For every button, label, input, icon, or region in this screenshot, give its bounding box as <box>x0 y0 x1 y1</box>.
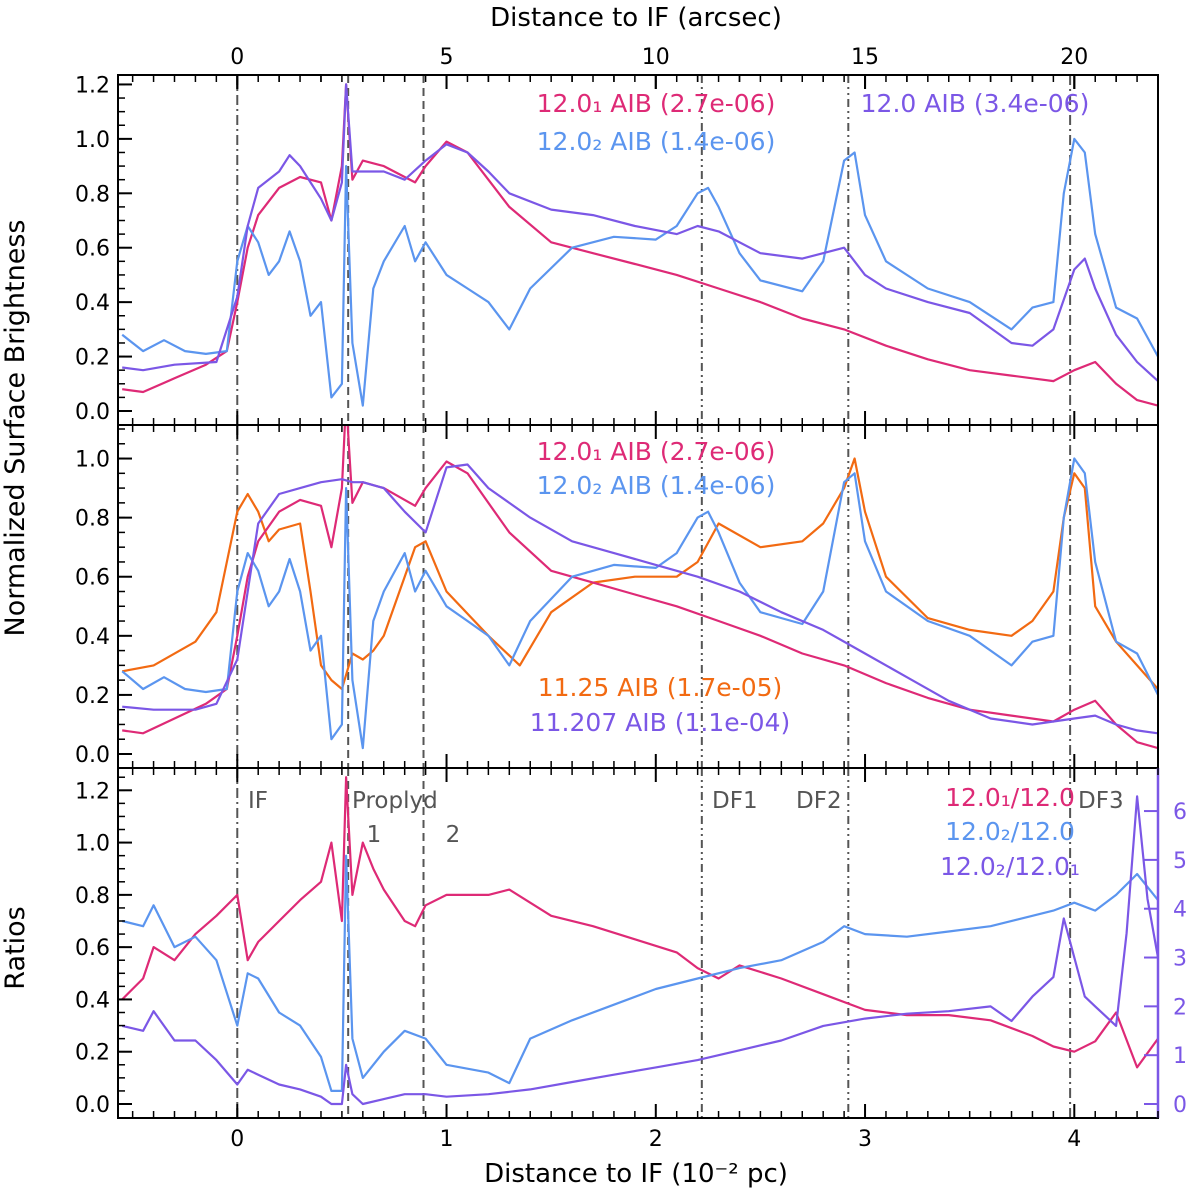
right-axis-tick-label: 3 <box>1173 947 1187 972</box>
y-tick-label: 0.4 <box>75 988 110 1013</box>
marker-label: 2 <box>446 822 461 848</box>
panel-bottom <box>121 768 1158 1118</box>
y-tick-label: 0.6 <box>75 566 110 591</box>
right-axis-tick-label: 1 <box>1173 1044 1187 1069</box>
x-tick-label: 2 <box>649 1127 663 1152</box>
y-tick-label: 0.4 <box>75 625 110 650</box>
y-tick-label: 0.2 <box>75 1041 110 1066</box>
top-x-tick-label: 0 <box>230 45 244 70</box>
series-line-12.0-AIB <box>121 137 1158 407</box>
panel-top <box>121 75 1158 425</box>
y-tick-label: 0.6 <box>75 237 110 262</box>
x-tick-label: 1 <box>440 1127 454 1152</box>
y-tick-label: 0.0 <box>75 1093 110 1118</box>
plot-panels <box>121 75 1158 1118</box>
top-axis-title: Distance to IF (arcsec) <box>490 3 782 33</box>
bottom-axis-title: Distance to IF (10⁻² pc) <box>484 1159 788 1189</box>
ratios-y-label: Ratios <box>0 906 31 989</box>
series-line-12.0-AIB <box>122 83 1158 382</box>
series-line-12.0-12.0 <box>121 854 1158 1092</box>
y-tick-label: 1.2 <box>75 73 110 98</box>
marker-label: 1 <box>367 822 382 848</box>
marker-label: IF <box>248 788 268 814</box>
legend-entry: 11.207 AIB (1.1e-04) <box>530 708 790 737</box>
legend-entry: 12.0₂ AIB (1.4e-06) <box>537 471 776 500</box>
legend-entry: 11.25 AIB (1.7e-05) <box>538 673 783 702</box>
x-tick-label: 3 <box>858 1127 872 1152</box>
series-line-12.0-AIB <box>122 83 1158 407</box>
marker-label: Proplyd <box>352 788 438 814</box>
series-line-11.207-AIB <box>122 463 1158 735</box>
axes-frame: 0.0 0.2 0.4 0.6 0.8 1.0 1.2 12.0₁ AIB (2.7e-06)… <box>75 45 1187 1152</box>
marker-label: DF3 <box>1078 788 1124 814</box>
marker-label: DF1 <box>712 788 758 814</box>
top-x-tick-label: 15 <box>851 45 879 70</box>
series-line-12.0-12.0- <box>121 795 1158 1106</box>
x-tick-label: 0 <box>230 1127 244 1152</box>
y-tick-label: 0.2 <box>75 346 110 371</box>
y-tick-label: 1.0 <box>75 448 110 473</box>
legend-entry: 12.0₂/12.0 <box>945 817 1075 846</box>
legend-entry: 12.0₁/12.0 <box>945 783 1075 812</box>
y-tick-label: 0.8 <box>75 507 110 532</box>
y-tick-label: 0.0 <box>75 743 110 768</box>
series-line-12.0-12.0 <box>121 776 1158 1069</box>
top-x-tick-label: 5 <box>440 45 454 70</box>
right-axis-tick-label: 0 <box>1173 1093 1187 1118</box>
y-tick-label: 0.8 <box>75 182 110 207</box>
y-tick-label: 0.0 <box>75 400 110 425</box>
right-axis-tick-label: 4 <box>1173 898 1187 923</box>
series-line-12.0-AIB <box>121 457 1158 750</box>
marker-label: DF2 <box>796 788 842 814</box>
panel-middle <box>121 425 1158 768</box>
x-tick-label: 4 <box>1067 1127 1081 1152</box>
y-tick-label: 0.6 <box>75 936 110 961</box>
legend-entry: 12.0₂ AIB (1.4e-06) <box>537 127 776 156</box>
y-tick-label: 0.8 <box>75 884 110 909</box>
shared-y-label: Normalized Surface Brightness <box>0 220 31 637</box>
y-tick-label: 0.4 <box>75 291 110 316</box>
legend-entry: 12.0₁ AIB (2.7e-06) <box>537 89 776 118</box>
top-x-tick-label: 10 <box>642 45 670 70</box>
legend-entry: 12.0₂/12.0₁ <box>940 852 1080 881</box>
series-line-11.25-AIB <box>121 457 1158 691</box>
y-tick-label: 1.0 <box>75 128 110 153</box>
series-line-12.0-AIB <box>122 425 1158 750</box>
legend-entry: 12.0 AIB (3.4e-06) <box>861 89 1090 118</box>
y-tick-label: 1.0 <box>75 832 110 857</box>
y-tick-label: 1.2 <box>75 779 110 804</box>
right-axis-tick-label: 6 <box>1173 800 1187 825</box>
right-axis-tick-label: 2 <box>1173 995 1187 1020</box>
right-axis-tick-label: 5 <box>1173 849 1187 874</box>
top-x-tick-label: 20 <box>1060 45 1088 70</box>
legend-entry: 12.0₁ AIB (2.7e-06) <box>537 437 776 466</box>
y-tick-label: 0.2 <box>75 684 110 709</box>
